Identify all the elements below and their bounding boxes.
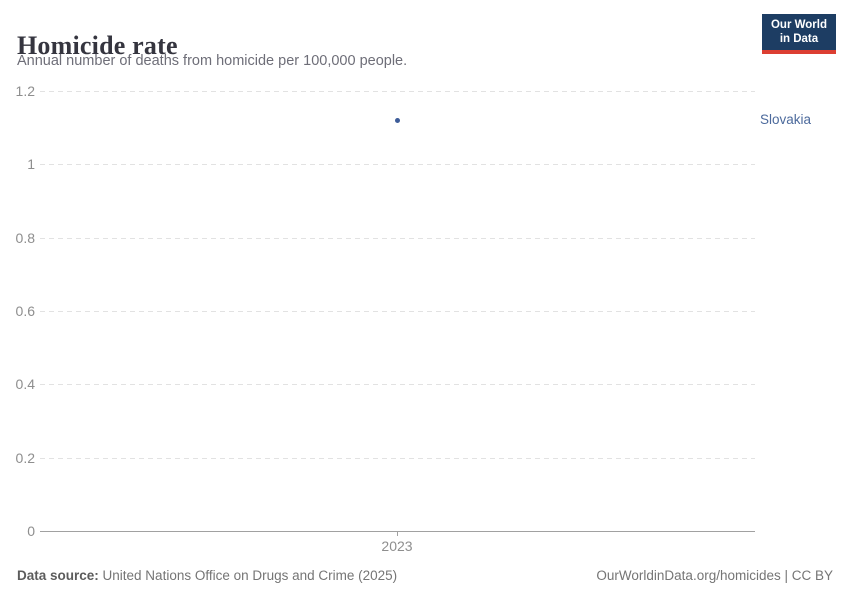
data-source-text: United Nations Office on Drugs and Crime… (98, 568, 398, 583)
x-tick-mark (397, 531, 398, 536)
x-tick-label: 2023 (381, 538, 413, 554)
data-point-slovakia[interactable] (394, 117, 400, 123)
y-tick-label: 1.2 (15, 83, 35, 99)
gridline (40, 457, 755, 459)
chart-title: Homicide rate (17, 31, 178, 61)
gridline (40, 237, 755, 239)
gridline (40, 311, 755, 312)
data-source-label: Data source: (17, 568, 99, 583)
owid-logo[interactable]: Our World in Data (761, 14, 836, 54)
y-tick-label: 0.8 (15, 229, 35, 246)
gridline (40, 164, 755, 166)
chart-footer: Data source: United Nations Office on Dr… (17, 568, 833, 583)
owid-logo-line1: Our World (770, 19, 827, 31)
chart-subtitle: Annual number of deaths from homicide pe… (17, 53, 408, 69)
y-tick-label: 0 (27, 523, 35, 539)
y-tick-label: 0.6 (15, 303, 35, 319)
y-tick-label: 0.2 (15, 449, 35, 466)
attribution-link[interactable]: OurWorldinData.org/homicides | CC BY (596, 568, 833, 583)
gridline (40, 384, 755, 386)
y-tick-label: 1 (27, 156, 35, 173)
owid-logo-line2: in Data (779, 33, 819, 46)
entity-label-slovakia[interactable]: Slovakia (760, 112, 812, 128)
y-tick-label: 0.4 (15, 376, 35, 393)
gridline (40, 91, 755, 92)
data-source-note: Data source: United Nations Office on Dr… (17, 568, 397, 583)
